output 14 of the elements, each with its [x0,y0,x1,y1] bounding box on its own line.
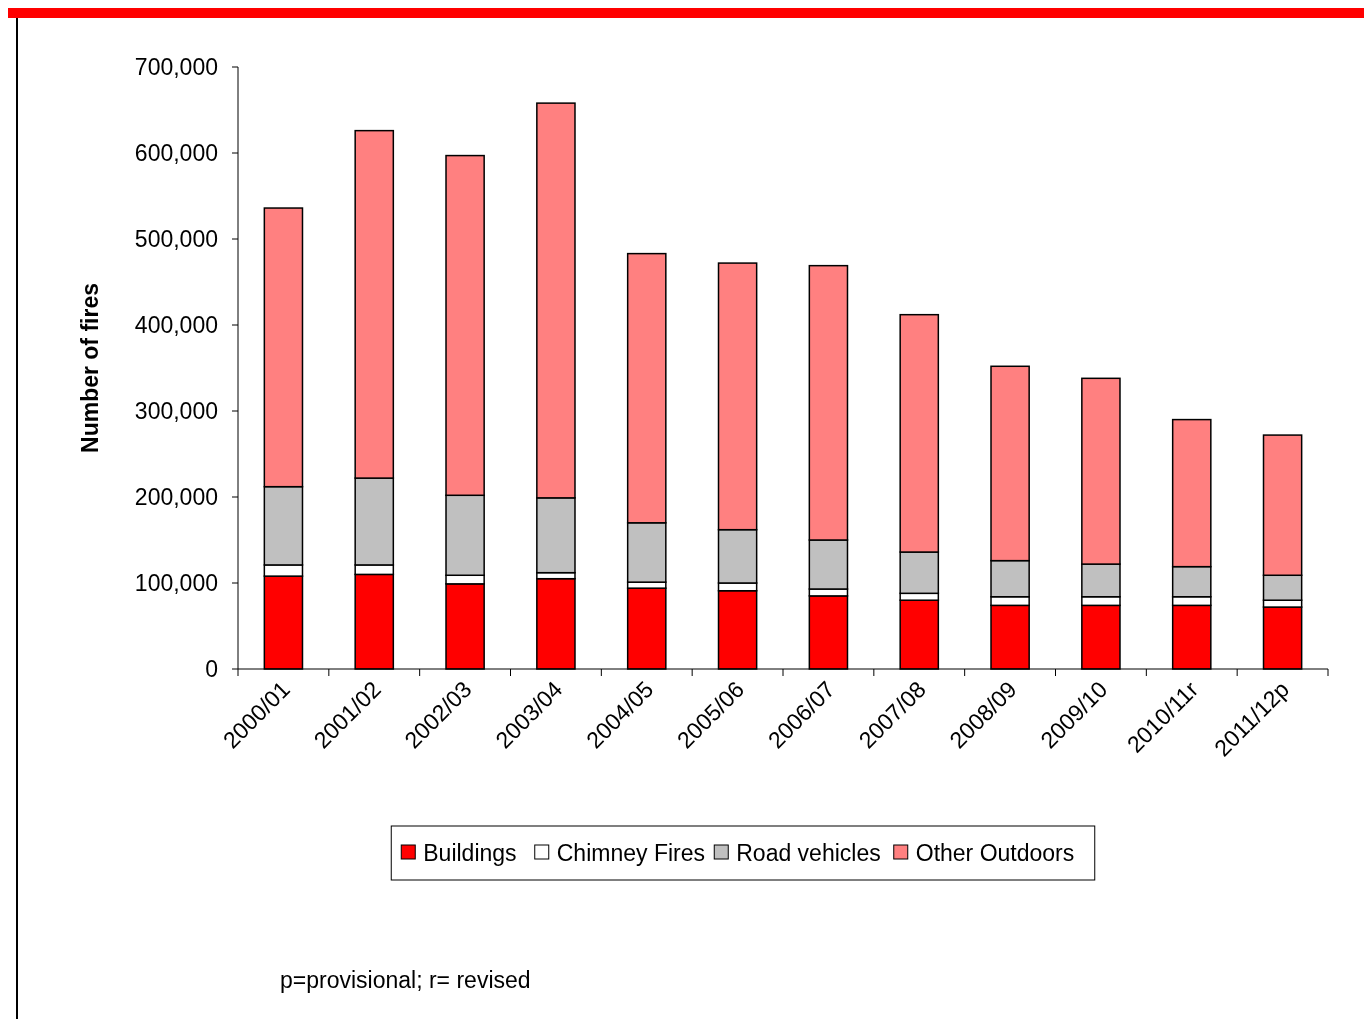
legend-label: Other Outdoors [915,840,1075,867]
y-tick-label: 400,000 [134,312,218,339]
y-tick-label: 700,000 [134,54,218,81]
legend-label: Chimney Fires [556,840,706,867]
legend-label: Road vehicles [736,840,881,867]
y-axis-title: Number of fires [77,283,103,453]
y-tick-label: 500,000 [134,226,218,253]
y-tick-label: 300,000 [134,398,218,425]
y-tick-label: 0 [205,656,218,683]
y-tick-label: 200,000 [134,484,218,511]
y-tick-label: 600,000 [134,140,218,167]
y-tick-label: 100,000 [134,570,218,597]
legend-label: Buildings [423,840,517,867]
text: p=provisional; r= revised [280,967,531,993]
